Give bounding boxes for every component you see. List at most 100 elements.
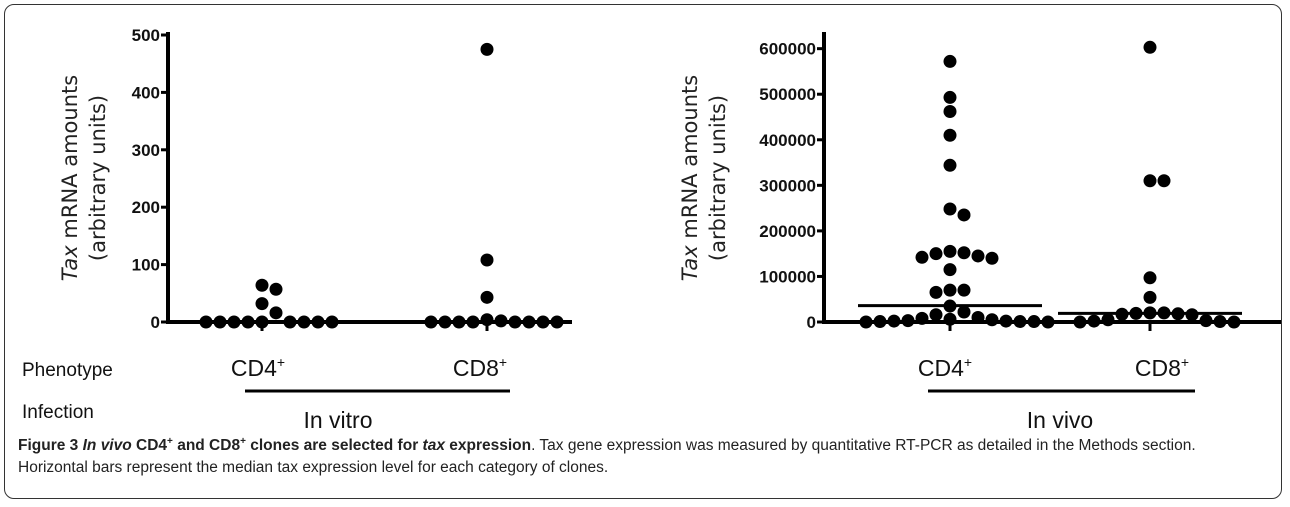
data-point-1-0-13 xyxy=(943,263,957,277)
data-point-0-1-8 xyxy=(522,315,536,329)
y-tick-label: 500000 xyxy=(759,85,816,104)
row-label-infection: Infection xyxy=(22,402,94,423)
category-sup: + xyxy=(499,354,507,370)
data-point-0-0-2 xyxy=(255,297,269,311)
data-point-0-1-6 xyxy=(508,315,522,329)
y-tick-label: 500 xyxy=(132,26,160,45)
category-name: CD4 xyxy=(918,355,964,381)
data-point-1-1-1 xyxy=(1143,174,1157,188)
category-label-0-0: CD4+ xyxy=(231,354,285,381)
data-point-1-0-18 xyxy=(957,305,971,319)
data-point-0-0-7 xyxy=(227,315,241,329)
data-point-1-0-26 xyxy=(887,314,901,328)
data-point-1-0-25 xyxy=(999,314,1013,328)
data-point-1-0-6 xyxy=(957,208,971,222)
row-label-phenotype: Phenotype xyxy=(22,360,113,381)
caption-title-part-1: In vivo xyxy=(82,437,132,454)
data-point-1-1-11 xyxy=(1101,313,1115,327)
data-point-0-1-11 xyxy=(424,315,438,329)
category-label-0-1: CD8+ xyxy=(453,354,507,381)
data-point-1-0-15 xyxy=(957,283,971,297)
data-point-0-1-9 xyxy=(438,315,452,329)
figure-caption: Figure 3 In vivo CD4+ and CD8+ clones ar… xyxy=(18,435,1268,479)
data-point-1-0-5 xyxy=(943,202,957,216)
category-label-1-0: CD4+ xyxy=(918,354,972,381)
y-axis-title-rest: mRNA amounts xyxy=(58,75,82,245)
y-axis-title-italic: Tax xyxy=(678,245,702,281)
data-point-1-0-31 xyxy=(1041,315,1055,329)
category-label-1-1: CD8+ xyxy=(1135,354,1189,381)
data-point-0-1-10 xyxy=(536,315,550,329)
y-tick-label: 300000 xyxy=(759,176,816,195)
caption-title-part-6: expression xyxy=(444,437,532,454)
data-point-0-1-4 xyxy=(494,314,508,328)
data-point-0-1-7 xyxy=(452,315,466,329)
y-tick-label: 100000 xyxy=(759,267,816,286)
category-name: CD8 xyxy=(453,355,499,381)
data-point-1-0-10 xyxy=(971,249,985,263)
data-point-0-0-4 xyxy=(255,315,269,329)
category-sup: + xyxy=(964,354,972,370)
caption-title-part-3: and CD8 xyxy=(172,437,241,454)
data-point-1-0-24 xyxy=(901,314,915,328)
caption-title-part-5: tax xyxy=(422,437,445,454)
data-point-0-1-0 xyxy=(480,42,494,56)
data-point-1-0-30 xyxy=(859,315,873,329)
data-point-0-0-12 xyxy=(325,315,339,329)
caption-title-part-2: CD4 xyxy=(131,437,168,454)
caption-sup-2: + xyxy=(240,435,246,447)
caption-title: In vivo CD4+ and CD8+ clones are selecte… xyxy=(82,435,532,454)
data-point-0-1-3 xyxy=(480,313,494,327)
data-point-0-1-12 xyxy=(550,315,564,329)
caption-sup-1: + xyxy=(167,435,173,447)
data-point-1-1-2 xyxy=(1157,174,1171,188)
data-point-0-1-5 xyxy=(466,315,480,329)
data-point-1-0-7 xyxy=(943,244,957,258)
y-axis-title-line-1: Tax mRNA amounts xyxy=(678,75,702,281)
y-tick-label: 300 xyxy=(132,141,160,160)
data-point-1-0-2 xyxy=(943,105,957,119)
y-tick-label: 0 xyxy=(151,313,160,332)
data-point-0-0-9 xyxy=(213,315,227,329)
caption-title-part-4: clones are selected for xyxy=(245,437,423,454)
y-tick-label: 0 xyxy=(807,313,816,332)
data-point-1-0-14 xyxy=(943,283,957,297)
data-point-1-1-12 xyxy=(1199,314,1213,328)
data-point-1-1-0 xyxy=(1143,40,1157,54)
data-point-1-0-9 xyxy=(929,247,943,261)
group-label: In vitro xyxy=(303,407,372,433)
data-point-1-0-21 xyxy=(915,311,929,325)
group-label: In vivo xyxy=(1027,407,1093,433)
caption-body: . Tax gene expression was measured by qu… xyxy=(18,437,1196,476)
data-point-1-1-15 xyxy=(1073,315,1087,329)
data-point-0-1-1 xyxy=(480,253,494,267)
data-point-1-1-14 xyxy=(1213,315,1227,329)
data-point-0-0-8 xyxy=(297,315,311,329)
data-point-0-0-0 xyxy=(255,278,269,292)
y-tick-label: 200000 xyxy=(759,222,816,241)
y-axis-title-line-2: (arbitrary units) xyxy=(86,95,110,261)
y-tick-label: 400000 xyxy=(759,131,816,150)
category-sup: + xyxy=(277,354,285,370)
y-tick-label: 100 xyxy=(132,256,160,275)
data-point-1-0-20 xyxy=(971,310,985,324)
y-tick-label: 400 xyxy=(132,83,160,102)
category-name: CD8 xyxy=(1135,355,1181,381)
y-axis-title-italic: Tax xyxy=(58,245,82,281)
category-sup: + xyxy=(1181,354,1189,370)
y-tick-label: 600000 xyxy=(759,40,816,59)
data-point-1-0-11 xyxy=(915,250,929,264)
data-point-0-0-5 xyxy=(241,315,255,329)
data-point-0-0-1 xyxy=(269,282,283,296)
data-point-1-0-22 xyxy=(943,312,957,326)
data-point-1-0-16 xyxy=(929,285,943,299)
data-point-1-0-19 xyxy=(929,308,943,322)
category-name: CD4 xyxy=(231,355,277,381)
data-point-1-0-1 xyxy=(943,90,957,104)
data-point-1-0-27 xyxy=(1013,315,1027,329)
data-point-1-1-4 xyxy=(1143,290,1157,304)
data-point-1-1-13 xyxy=(1087,314,1101,328)
y-axis-title-rest: mRNA amounts xyxy=(678,75,702,245)
data-point-0-0-10 xyxy=(311,315,325,329)
